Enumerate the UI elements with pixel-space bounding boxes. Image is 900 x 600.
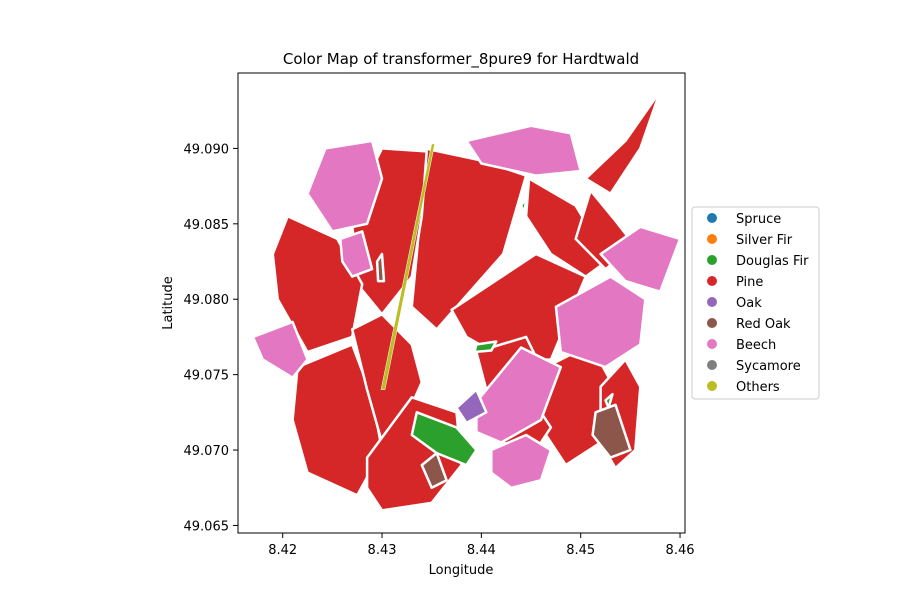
stand-polygon-beech	[554, 275, 647, 369]
legend: Spruce Silver Fir Douglas Fir Pine Oak Red Oa…	[691, 206, 820, 400]
legend-label: Silver Fir	[736, 233, 793, 248]
legend-label: Pine	[736, 275, 763, 290]
stand-polygon-douglas-fir	[519, 195, 529, 214]
chart-title: Color Map of transformer_8pure9 for Hard…	[283, 50, 639, 69]
stand-polygon-beech	[306, 139, 384, 233]
x-tick-label: 8.42	[268, 543, 297, 558]
legend-marker-sycamore	[707, 360, 717, 370]
stand-polygon-oak	[455, 388, 488, 425]
y-tick-label: 49.065	[184, 519, 230, 534]
legend-entries: Spruce Silver Fir Douglas Fir Pine Oak Red Oa…	[707, 212, 809, 395]
legend-label: Red Oak	[736, 317, 791, 332]
legend-marker-others	[707, 381, 717, 391]
stand-polygon-beech	[490, 433, 553, 490]
x-tick-label: 8.46	[666, 543, 695, 558]
plot-area-frame	[237, 72, 686, 534]
stand-polygon-beech	[465, 124, 582, 177]
stand-polygon-red-oak	[420, 451, 448, 490]
y-tick-label: 49.090	[184, 142, 230, 157]
x-tick-label: 8.43	[368, 543, 397, 558]
stand-polygon-pine	[584, 89, 662, 195]
x-axis-ticks: 8.42 8.43 8.44 8.45 8.46	[268, 533, 695, 558]
legend-marker-spruce	[707, 213, 717, 223]
legend-box	[691, 206, 820, 400]
y-axis-ticks: 49.065 49.070 49.075 49.080 49.085 49.090	[184, 142, 238, 534]
y-tick-label: 49.070	[184, 444, 230, 459]
legend-marker-red-oak	[707, 318, 717, 328]
stand-polygon-red-oak	[375, 252, 386, 283]
legend-marker-oak	[707, 297, 717, 307]
y-axis-label: Latitude	[161, 276, 176, 330]
legend-label: Oak	[736, 296, 762, 311]
legend-marker-beech	[707, 339, 717, 349]
stand-polygon-douglas-fir	[410, 411, 478, 467]
x-tick-label: 8.44	[467, 543, 496, 558]
stand-polygon-douglas-fir	[604, 392, 614, 410]
stand-polygon-beech	[475, 346, 563, 444]
legend-label: Sycamore	[736, 359, 801, 374]
stand-polygon-red-oak	[591, 403, 632, 459]
stand-polygon-beech	[251, 320, 309, 379]
legend-label: Beech	[736, 338, 776, 353]
stand-polygon-pine	[450, 252, 587, 361]
x-axis-label: Longitude	[429, 563, 494, 578]
forest-stand-polygons	[251, 89, 682, 512]
legend-marker-pine	[707, 276, 717, 286]
legend-marker-douglas-fir	[707, 255, 717, 265]
legend-marker-silver-fir	[707, 234, 717, 244]
x-tick-label: 8.45	[566, 543, 595, 558]
stand-polygon-douglas-fir	[473, 340, 498, 354]
legend-label: Others	[736, 380, 780, 395]
stand-polygon-beech	[599, 225, 682, 293]
stand-polygon-beech	[339, 230, 374, 278]
y-tick-label: 49.085	[184, 218, 230, 233]
y-tick-label: 49.075	[184, 369, 230, 384]
legend-label: Douglas Fir	[736, 254, 809, 269]
legend-label: Spruce	[736, 212, 781, 227]
stand-polygon-others	[380, 143, 435, 390]
y-tick-label: 49.080	[184, 293, 230, 308]
